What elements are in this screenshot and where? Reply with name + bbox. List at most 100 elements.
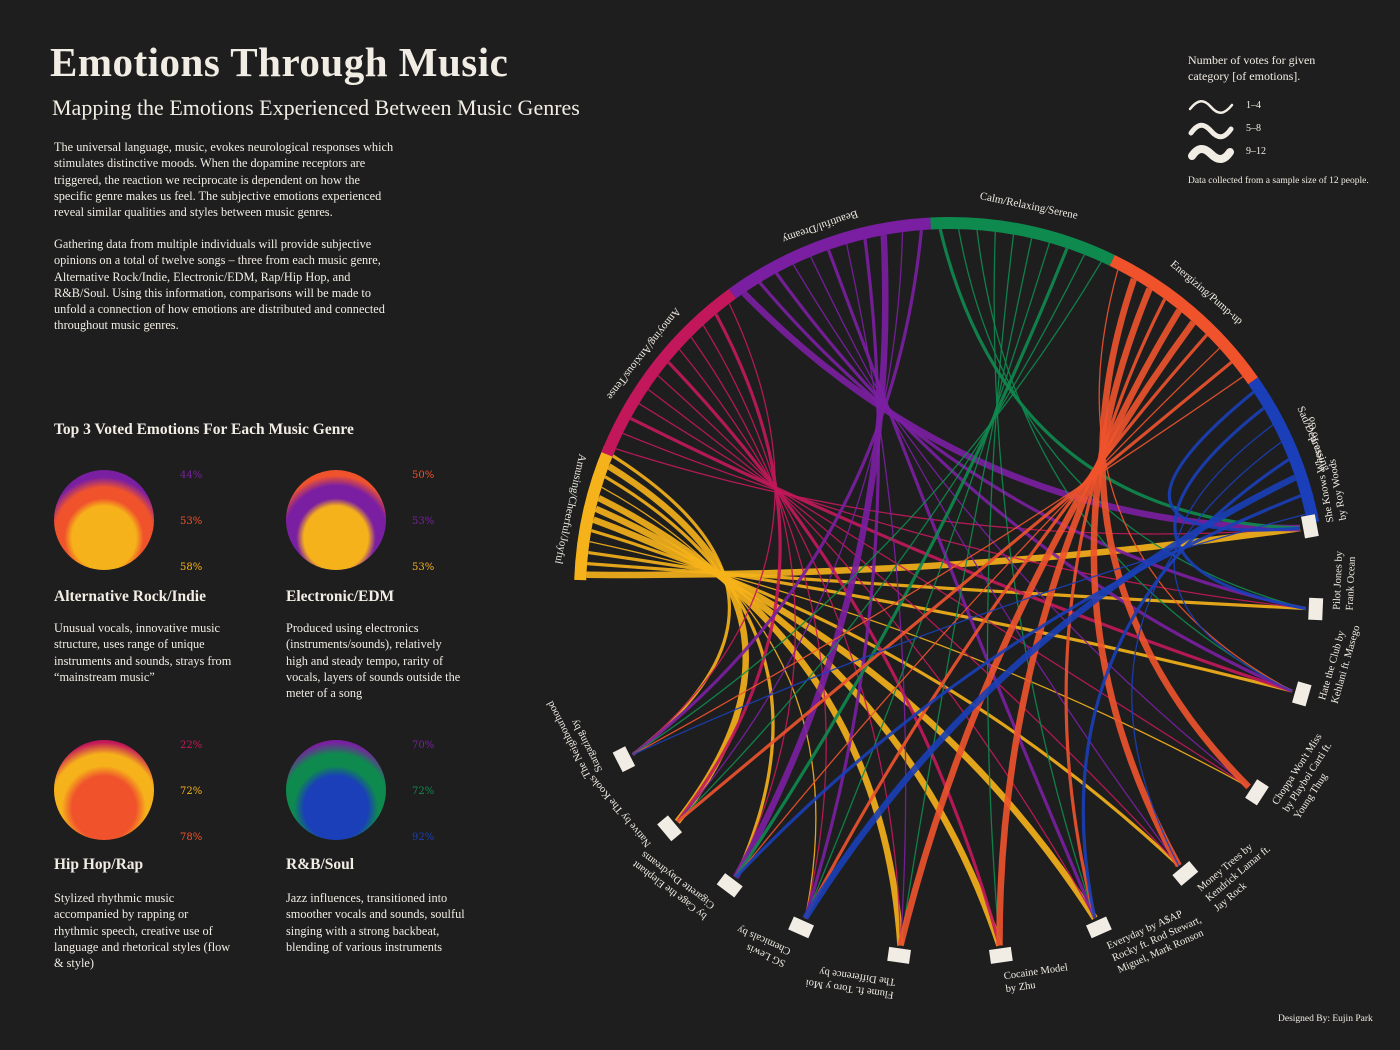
chord-link <box>1098 269 1293 692</box>
chord-link <box>615 448 1301 535</box>
song-label: Frank Ocean <box>1345 556 1358 611</box>
song-label: Pilot Jones by <box>1332 550 1346 610</box>
emotion-arc <box>574 446 615 581</box>
chord-link <box>792 264 1250 788</box>
chord-link <box>775 272 1293 693</box>
emotion-arc <box>1248 377 1320 524</box>
song-marker <box>1308 597 1324 621</box>
chord-link <box>1064 298 1167 919</box>
emotion-arc <box>1109 255 1259 385</box>
song-marker <box>1245 779 1269 806</box>
chord-link <box>676 313 782 823</box>
genre-emotion-circle <box>286 740 386 840</box>
chord-link <box>735 347 1220 878</box>
song-marker <box>887 946 911 964</box>
chord-link <box>1173 424 1293 692</box>
emotion-percent: 44% <box>180 470 203 481</box>
legend-item: 5–8 <box>1188 120 1308 140</box>
genre-description: Stylized rhythmic music accompanied by r… <box>54 891 231 971</box>
chord-link <box>587 562 1306 611</box>
chord-link <box>604 475 775 878</box>
genre-description: Jazz influences, transitioned into smoot… <box>286 891 465 954</box>
chord-link <box>632 261 1102 756</box>
emotion-percent: 58% <box>180 562 203 573</box>
chord-link <box>638 403 1249 788</box>
legend-note: Data collected from a sample size of 12 … <box>1188 176 1369 186</box>
genre-name: Electronic/EDM <box>286 588 395 605</box>
song-marker <box>1301 514 1319 539</box>
chord-link <box>690 336 827 919</box>
chord-link <box>1167 390 1301 532</box>
legend-item: 9–12 <box>1188 143 1308 163</box>
chord-link <box>592 516 1098 920</box>
chord-link <box>667 361 1002 946</box>
emotion-percent: 72% <box>180 786 203 797</box>
chord-link <box>676 232 904 823</box>
chord-link <box>758 281 1307 611</box>
emotion-arc <box>728 217 931 299</box>
chord-link <box>957 228 1306 610</box>
chord-links <box>586 228 1307 947</box>
chord-link <box>1131 441 1282 866</box>
chord-link <box>804 242 1051 919</box>
emotion-label: Calm/Relaxing/Serene <box>979 190 1079 222</box>
chord-link <box>845 243 907 946</box>
genre-description: Unusual vocals, innovative music structu… <box>54 621 232 684</box>
emotion-arc <box>930 217 1115 266</box>
chord-link <box>899 238 1033 946</box>
emotion-percent: 53% <box>412 562 435 573</box>
designer-credit: Designed By: Eujin Park <box>1278 1014 1373 1024</box>
chord-link <box>986 234 1015 946</box>
song-marker <box>1086 916 1112 939</box>
genre-name: Alternative Rock/Indie <box>54 588 206 605</box>
emotion-percent: 70% <box>412 740 435 751</box>
page-title: Emotions Through Music <box>50 39 509 85</box>
song-marker <box>1292 681 1312 707</box>
page-subtitle: Mapping the Emotions Experienced Between… <box>52 95 580 120</box>
song-marker <box>989 946 1013 964</box>
chord-link <box>629 416 1293 693</box>
wave-icon <box>1188 145 1234 163</box>
intro-paragraph: Gathering data from multiple individuals… <box>54 237 385 333</box>
song-marker <box>612 746 636 773</box>
chord-link <box>734 247 1069 879</box>
chord-link <box>594 505 1003 947</box>
legend-label: 5–8 <box>1246 123 1261 134</box>
chord-link <box>631 229 923 756</box>
song-marker <box>1172 860 1199 886</box>
song-marker <box>657 815 683 842</box>
chord-link <box>632 513 1306 756</box>
emotion-percent: 53% <box>180 516 203 527</box>
legend-title: Number of votes for given category [of e… <box>1188 53 1316 83</box>
emotion-arc <box>601 288 737 457</box>
song-marker <box>716 873 743 898</box>
emotion-percent: 92% <box>412 832 435 843</box>
emotion-label: Energizing/Pump-up <box>1168 258 1246 327</box>
chord-link <box>632 303 776 756</box>
chord-link <box>734 494 1302 879</box>
wave-icon <box>1188 100 1234 114</box>
song-label: by Zhu <box>1005 980 1037 995</box>
chord-link <box>1090 287 1182 868</box>
genre-name: Hip Hop/Rap <box>54 856 144 873</box>
intro-paragraph: The universal language, music, evokes ne… <box>54 140 394 220</box>
genre-emotion-circle <box>54 740 154 840</box>
legend-label: 9–12 <box>1246 146 1266 157</box>
chord-link <box>802 474 1297 920</box>
genre-emotion-circle <box>54 470 154 570</box>
legend-item: 1–4 <box>1188 97 1308 117</box>
legend-label: 1–4 <box>1246 100 1261 111</box>
chord-link <box>803 333 1208 919</box>
genre-name: R&B/Soul <box>286 856 355 873</box>
chord-link <box>589 540 1249 788</box>
top3-heading: Top 3 Voted Emotions For Each Music Genr… <box>54 421 354 438</box>
chord-link <box>601 486 817 919</box>
